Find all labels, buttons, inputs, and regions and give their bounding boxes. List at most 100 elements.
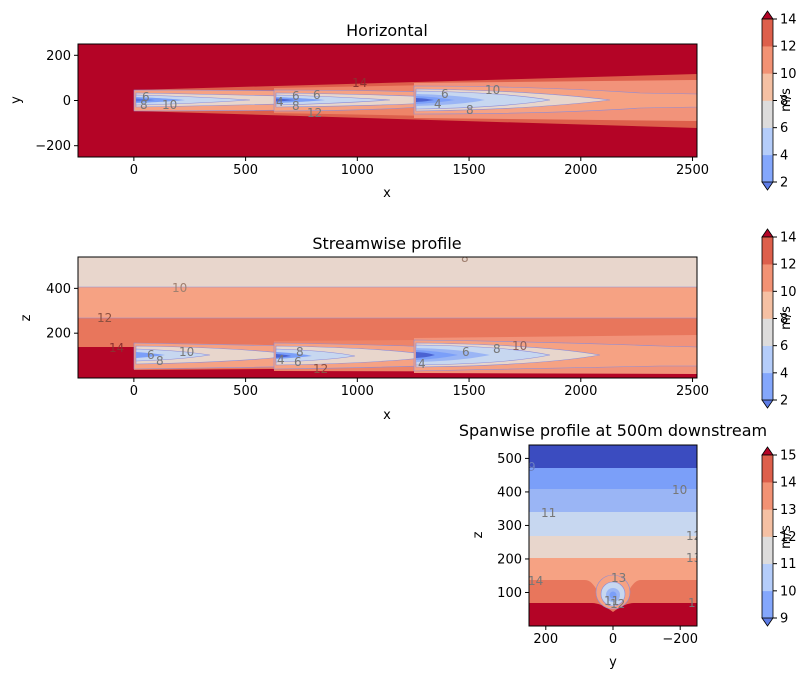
contour-label: 13 (686, 551, 701, 565)
contour-label: 14 (109, 341, 124, 355)
y-tick-label: 200 (46, 327, 71, 342)
x-tick-label: 0 (609, 632, 617, 647)
contour-label: 6 (441, 87, 449, 101)
x-tick-label: −200 (662, 632, 698, 647)
contour-label: 4 (277, 353, 285, 367)
colorbar-tick-label: 12 (780, 258, 797, 273)
colorbar-3: 9 10 11 12 13 14 15 (761, 446, 797, 627)
colorbar-segment (762, 482, 773, 510)
colorbar-segment (762, 237, 773, 265)
colorbar-extend-max (761, 446, 774, 456)
spanwise-contour-field: 9 10 11 12 13 14 13 11 12 1 (528, 445, 701, 626)
contour-label: 13 (611, 571, 626, 585)
colorbar-tick-label: 8 (780, 312, 788, 327)
contour-label: 6 (142, 90, 150, 104)
x-tick-label: 500 (233, 384, 258, 399)
y-tick-label: 400 (46, 282, 71, 297)
streamwise-ylabel: z (19, 314, 34, 321)
colorbar-tick-label: 12 (780, 530, 797, 545)
colorbar-segment (762, 291, 773, 319)
colorbar-segment (762, 73, 773, 101)
colorbar-3-label: m/s (779, 525, 794, 549)
horizontal-contour-field: 6 8 10 6 4 8 6 12 14 6 4 10 8 (78, 44, 697, 157)
colorbar-segment (762, 264, 773, 292)
y-tick-label: 0 (63, 94, 71, 109)
y-tick-label: −200 (35, 139, 71, 154)
colorbar-segment (762, 455, 773, 483)
x-tick-label: 1500 (453, 163, 486, 178)
contour-label: 6 (294, 355, 302, 369)
contour-label: 12 (313, 362, 328, 376)
y-tick-label: 500 (497, 452, 522, 467)
contour-label: 10 (172, 281, 187, 295)
x-tick-label: 0 (130, 384, 138, 399)
streamwise-wake-3 (413, 335, 697, 374)
colorbar-segment (762, 345, 773, 374)
colorbar-tick-label: 6 (780, 339, 788, 354)
x-tick-label: 2500 (676, 163, 709, 178)
x-tick-label: 2000 (564, 163, 597, 178)
contour-label: 8 (140, 98, 148, 112)
horizontal-contour-labels: 6 8 10 6 4 8 6 12 14 6 4 10 8 (140, 76, 500, 120)
colorbar-segment (762, 100, 773, 128)
contour-label: 6 (147, 348, 155, 362)
streamwise-xlabel: x (383, 408, 391, 423)
contour-label: 6 (313, 88, 321, 102)
y-tick-label: 200 (46, 49, 71, 64)
spanwise-ticks: 200 0 −200 100 200 300 400 500 (497, 452, 698, 647)
contour-label: 10 (179, 345, 194, 359)
colorbar-tick-label: 10 (780, 584, 797, 599)
colorbar-segment (762, 318, 773, 346)
contour-label: 8 (156, 354, 164, 368)
x-tick-label: 200 (533, 632, 558, 647)
contour-label: 8 (461, 251, 469, 265)
contour-label: 8 (292, 99, 300, 113)
contour-label: 1 (688, 596, 696, 610)
colorbar-tick-label: 14 (780, 13, 797, 28)
colorbar-segment (762, 127, 773, 156)
colorbar-tick-label: 10 (780, 67, 797, 82)
colorbar-segment (762, 46, 773, 74)
colorbar-tick-label: 6 (780, 121, 788, 136)
spanwise-ylabel: z (471, 531, 486, 538)
colorbar-segment (762, 19, 773, 47)
y-tick-label: 100 (497, 586, 522, 601)
contour-label: 10 (485, 83, 500, 97)
colorbar-segment (762, 590, 773, 619)
x-tick-label: 1500 (453, 384, 486, 399)
contour-label: 11 (604, 594, 619, 608)
colorbar-tick-label: 2 (780, 394, 788, 409)
contour-label: 6 (462, 345, 470, 359)
contour-label: 4 (418, 357, 426, 371)
colorbar-tick-label: 10 (780, 285, 797, 300)
colorbar-extend-max (761, 10, 774, 20)
colorbar-2: 2 4 6 8 10 12 14 (761, 228, 797, 409)
y-tick-label: 200 (497, 552, 522, 567)
x-tick-label: 500 (233, 163, 258, 178)
contour-label: 12 (307, 106, 322, 120)
streamwise-ticks: 0 500 1000 1500 2000 2500 200 400 (46, 282, 709, 399)
colorbar-extend-min (761, 399, 774, 409)
contour-label: 4 (434, 97, 442, 111)
colorbar-tick-label: 8 (780, 94, 788, 109)
contour-label: 8 (296, 345, 304, 359)
contour-label: 4 (276, 95, 284, 109)
spanwise-xlabel: y (609, 655, 617, 670)
colorbar-segment (762, 372, 773, 401)
spanwise-title: Spanwise profile at 500m downstream (459, 421, 767, 440)
horizontal-panel: Horizontal (9, 21, 709, 201)
x-tick-label: 1000 (341, 384, 374, 399)
colorbar-tick-label: 13 (780, 503, 797, 518)
spanwise-contour-labels: 9 10 11 12 13 14 13 11 12 1 (528, 460, 701, 611)
colorbar-2-label: m/s (779, 306, 794, 330)
spanwise-panel: Spanwise profile at 500m downstream 9 10… (459, 421, 767, 670)
contour-label: 14 (528, 574, 543, 588)
contour-label: 9 (528, 460, 536, 474)
colorbar-segment (762, 154, 773, 183)
colorbar-extend-max (761, 228, 774, 238)
contour-label: 10 (162, 98, 177, 112)
colorbar-tick-label: 4 (780, 148, 788, 163)
colorbar-tick-label: 9 (780, 612, 788, 627)
contour-label: 12 (686, 529, 701, 543)
